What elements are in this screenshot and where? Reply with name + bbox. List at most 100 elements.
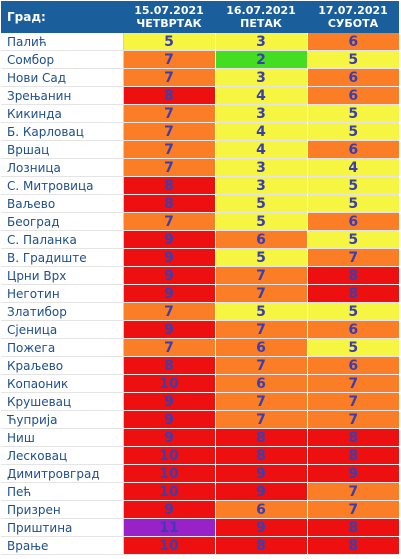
uv-value-cell: 7 [306, 392, 399, 411]
uv-value-cell: 5 [306, 104, 399, 123]
table-row: Приштина 11 9 8 [1, 518, 399, 537]
uv-value-cell: 5 [306, 338, 399, 357]
uv-value-cell: 7 [122, 158, 215, 177]
uv-value-cell: 7 [122, 50, 215, 69]
uv-value-cell: 4 [214, 122, 307, 141]
uv-value-cell: 5 [306, 50, 399, 69]
city-name-cell: Неготин [1, 284, 124, 303]
uv-value-cell: 6 [306, 320, 399, 339]
city-name-cell: Б. Карловац [1, 122, 124, 141]
uv-value-cell: 9 [214, 518, 307, 537]
uv-value-cell: 7 [214, 356, 307, 375]
uv-value-cell: 6 [306, 33, 399, 51]
uv-value-cell: 9 [214, 482, 307, 501]
uv-value-cell: 4 [214, 86, 307, 105]
uv-value-cell: 7 [214, 392, 307, 411]
uv-value-cell: 6 [214, 374, 307, 393]
table-row: Б. Карловац 7 4 5 [1, 122, 399, 141]
uv-value-cell: 9 [122, 428, 215, 447]
city-column-header: Град: [1, 1, 123, 33]
table-row: Пожега 7 6 5 [1, 338, 399, 357]
day-weekday: СУБОТА [327, 17, 379, 30]
uv-value-cell: 9 [122, 284, 215, 303]
table-row: Лозница 7 3 4 [1, 158, 399, 177]
table-row: Пећ 10 9 7 [1, 482, 399, 501]
uv-value-cell: 8 [306, 284, 399, 303]
uv-value-cell: 4 [306, 158, 399, 177]
uv-value-cell: 8 [122, 356, 215, 375]
uv-value-cell: 7 [306, 482, 399, 501]
uv-value-cell: 8 [306, 518, 399, 537]
uv-value-cell: 5 [214, 302, 307, 321]
uv-value-cell: 3 [214, 33, 307, 51]
uv-value-cell: 8 [122, 194, 215, 213]
uv-value-cell: 8 [122, 176, 215, 195]
city-name-cell: В. Градиште [1, 248, 124, 267]
city-name-cell: Ваљево [1, 194, 124, 213]
day-header-3: 17.07.2021 СУБОТА [307, 1, 399, 33]
city-name-cell: Димитровград [1, 464, 124, 483]
uv-value-cell: 8 [306, 536, 399, 555]
city-name-cell: Краљево [1, 356, 124, 375]
uv-value-cell: 7 [122, 104, 215, 123]
city-name-cell: Лесковац [1, 446, 124, 465]
table-row: Нови Сад 7 3 6 [1, 68, 399, 87]
city-name-cell: Златибор [1, 302, 124, 321]
uv-value-cell: 7 [122, 122, 215, 141]
city-name-cell: Вршац [1, 140, 124, 159]
city-name-cell: Београд [1, 212, 124, 231]
table-row: Сомбор 7 2 5 [1, 50, 399, 69]
city-name-cell: Лозница [1, 158, 124, 177]
table-row: Ћуприја 9 7 7 [1, 410, 399, 429]
uv-value-cell: 8 [214, 536, 307, 555]
city-name-cell: Ћуприја [1, 410, 124, 429]
uv-value-cell: 10 [122, 374, 215, 393]
city-name-cell: Кикинда [1, 104, 124, 123]
uv-value-cell: 2 [214, 50, 307, 69]
uv-value-cell: 9 [122, 410, 215, 429]
uv-value-cell: 10 [122, 536, 215, 555]
city-name-cell: Пећ [1, 482, 124, 501]
uv-value-cell: 7 [122, 68, 215, 87]
city-name-cell: С. Паланка [1, 230, 124, 249]
table-row: Димитровград 10 9 9 [1, 464, 399, 483]
uv-value-cell: 6 [214, 230, 307, 249]
uv-value-cell: 9 [122, 248, 215, 267]
table-row: Палић 5 3 6 [1, 33, 399, 51]
table-row: Кикинда 7 3 5 [1, 104, 399, 123]
uv-value-cell: 9 [122, 266, 215, 285]
uv-value-cell: 7 [306, 374, 399, 393]
day-date: 15.07.2021 [134, 4, 204, 17]
city-name-cell: Ниш [1, 428, 124, 447]
table-row: Ваљево 8 5 5 [1, 194, 399, 213]
uv-value-cell: 5 [306, 122, 399, 141]
uv-value-cell: 3 [214, 158, 307, 177]
day-header-1: 15.07.2021 ЧЕТВРТАК [123, 1, 215, 33]
header-row: Град: 15.07.2021 ЧЕТВРТАК 16.07.2021 ПЕТ… [1, 1, 399, 33]
city-name-cell: Палић [1, 33, 124, 51]
city-name-cell: Призрен [1, 500, 124, 519]
uv-value-cell: 5 [122, 33, 215, 51]
uv-value-cell: 7 [214, 410, 307, 429]
uv-value-cell: 7 [122, 302, 215, 321]
uv-value-cell: 9 [122, 392, 215, 411]
uv-value-cell: 8 [122, 86, 215, 105]
uv-value-cell: 8 [214, 446, 307, 465]
uv-value-cell: 5 [214, 212, 307, 231]
uv-value-cell: 6 [306, 212, 399, 231]
uv-value-cell: 6 [306, 68, 399, 87]
uv-value-cell: 6 [306, 140, 399, 159]
table-row: Ниш 9 8 8 [1, 428, 399, 447]
uv-value-cell: 3 [214, 68, 307, 87]
uv-value-cell: 7 [306, 248, 399, 267]
city-name-cell: Копаоник [1, 374, 124, 393]
uv-value-cell: 10 [122, 482, 215, 501]
table-row: Златибор 7 5 5 [1, 302, 399, 321]
table-row: Краљево 8 7 6 [1, 356, 399, 375]
table-row: С. Паланка 9 6 5 [1, 230, 399, 249]
uv-value-cell: 3 [214, 176, 307, 195]
city-name-cell: Крушевац [1, 392, 124, 411]
city-name-cell: Црни Врх [1, 266, 124, 285]
table-body: Палић 5 3 6 Сомбор 7 2 5 Нови Сад 7 3 6 Зрењанин 8 4 6 К… [1, 33, 399, 555]
